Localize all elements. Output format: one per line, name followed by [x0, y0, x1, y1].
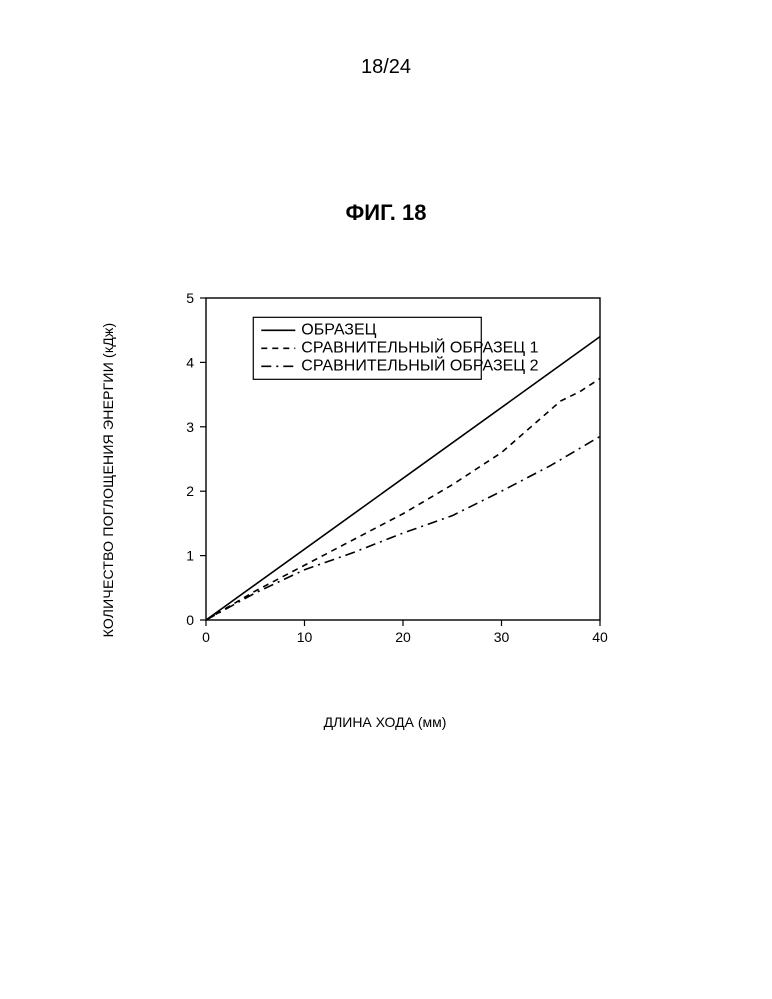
chart-container: КОЛИЧЕСТВО ПОГЛОЩЕНИЯ ЭНЕРГИИ (кДж) 0102… — [150, 280, 620, 680]
y-tick-label: 3 — [186, 419, 194, 435]
series-srav1 — [206, 379, 600, 621]
legend-label: СРАВНИТЕЛЬНЫЙ ОБРАЗЕЦ 2 — [301, 355, 538, 374]
chart-svg: 010203040012345ОБРАЗЕЦСРАВНИТЕЛЬНЫЙ ОБРА… — [150, 280, 620, 660]
x-tick-label: 30 — [494, 629, 510, 645]
legend-label: СРАВНИТЕЛЬНЫЙ ОБРАЗЕЦ 1 — [301, 337, 538, 356]
x-tick-label: 40 — [592, 629, 608, 645]
series-srav2 — [206, 436, 600, 620]
y-tick-label: 2 — [186, 483, 194, 499]
y-tick-label: 0 — [186, 612, 194, 628]
page-root: 18/24 ФИГ. 18 КОЛИЧЕСТВО ПОГЛОЩЕНИЯ ЭНЕР… — [0, 0, 772, 999]
figure-title: ФИГ. 18 — [0, 200, 772, 226]
x-tick-label: 10 — [297, 629, 313, 645]
x-tick-label: 0 — [202, 629, 210, 645]
y-axis-label: КОЛИЧЕСТВО ПОГЛОЩЕНИЯ ЭНЕРГИИ (кДж) — [100, 323, 116, 638]
y-tick-label: 4 — [186, 354, 194, 370]
x-tick-label: 20 — [395, 629, 411, 645]
legend-label: ОБРАЗЕЦ — [301, 321, 376, 338]
y-tick-label: 1 — [186, 548, 194, 564]
y-tick-label: 5 — [186, 290, 194, 306]
page-number: 18/24 — [0, 56, 772, 79]
x-axis-label: ДЛИНА ХОДА (мм) — [324, 714, 447, 730]
